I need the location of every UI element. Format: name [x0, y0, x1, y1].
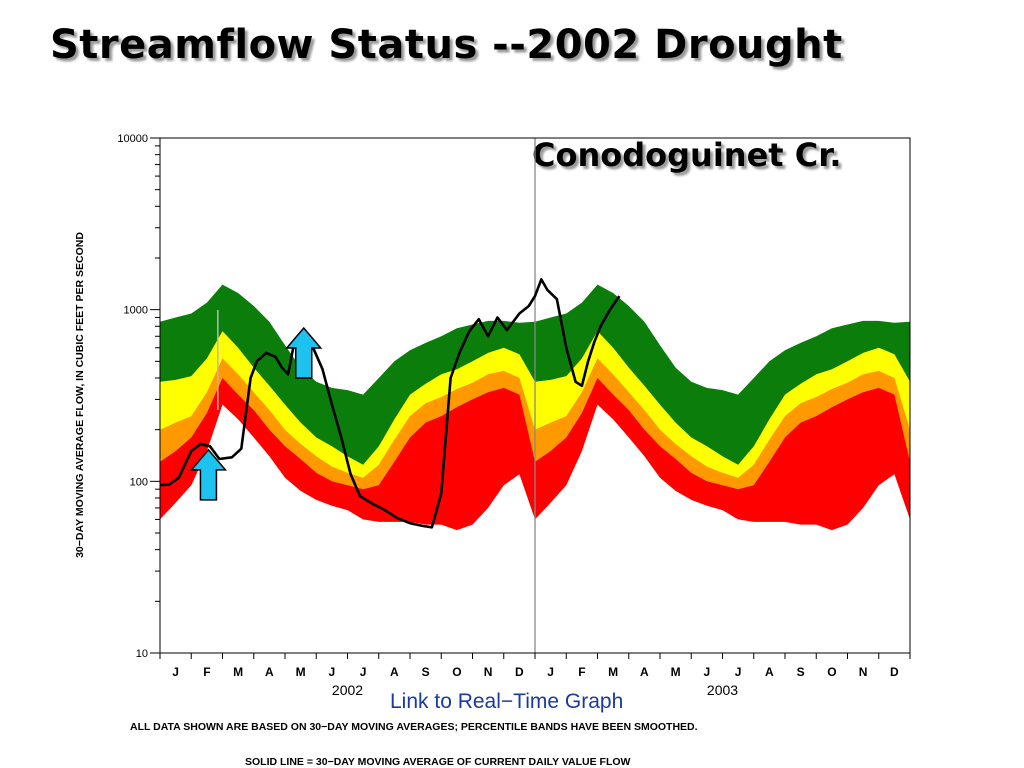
reference-lines — [217, 138, 536, 653]
month-label: F — [578, 665, 585, 679]
month-label: O — [452, 665, 461, 679]
flow-series — [159, 278, 621, 529]
month-label: M — [608, 665, 618, 679]
flow-line-0 — [159, 278, 621, 529]
month-label: J — [329, 665, 336, 679]
x-axis: J F M A M J J A S O N D J F M A M J J A S O N D 2002 2003 — [159, 653, 911, 698]
month-label: J — [547, 665, 554, 679]
month-label: M — [671, 665, 681, 679]
month-label: J — [704, 665, 711, 679]
month-label: A — [640, 665, 649, 679]
realtime-graph-link[interactable]: Link to Real−Time Graph — [390, 690, 624, 713]
y-tick-label: 100 — [130, 476, 148, 488]
month-label: M — [296, 665, 306, 679]
y-tick-label: 10000 — [117, 133, 148, 145]
month-label: J — [172, 665, 179, 679]
month-label: N — [859, 665, 868, 679]
month-label: D — [890, 665, 899, 679]
month-label: S — [797, 665, 805, 679]
month-label: J — [735, 665, 742, 679]
slide-title: Streamflow Status --2002 Drought — [50, 22, 843, 68]
month-label: A — [765, 665, 774, 679]
y-axis: 10 100 1000 10000 — [117, 133, 160, 660]
month-label: S — [422, 665, 430, 679]
month-label: O — [827, 665, 836, 679]
year-label: 2002 — [332, 682, 363, 698]
y-tick-label: 1000 — [124, 305, 148, 317]
month-label: N — [484, 665, 493, 679]
month-label: A — [265, 665, 274, 679]
up-arrow-1 — [285, 326, 323, 379]
month-label: F — [203, 665, 210, 679]
month-label: J — [360, 665, 367, 679]
month-label: D — [515, 665, 524, 679]
station-name: Conodoguinet Cr. — [532, 136, 842, 174]
y-axis-label: 30−DAY MOVING AVERAGE FLOW, IN CUBIC FEE… — [74, 232, 86, 558]
year-label: 2003 — [707, 682, 738, 698]
chart-footnote: ALL DATA SHOWN ARE BASED ON 30−DAY MOVIN… — [130, 721, 698, 733]
month-label: A — [390, 665, 399, 679]
up-arrow-0 — [189, 448, 228, 501]
month-label: M — [233, 665, 243, 679]
y-tick-label: 10 — [136, 648, 148, 660]
annotation-arrows — [189, 326, 323, 501]
solid-line-note: SOLID LINE = 30−DAY MOVING AVERAGE OF CU… — [245, 756, 631, 768]
